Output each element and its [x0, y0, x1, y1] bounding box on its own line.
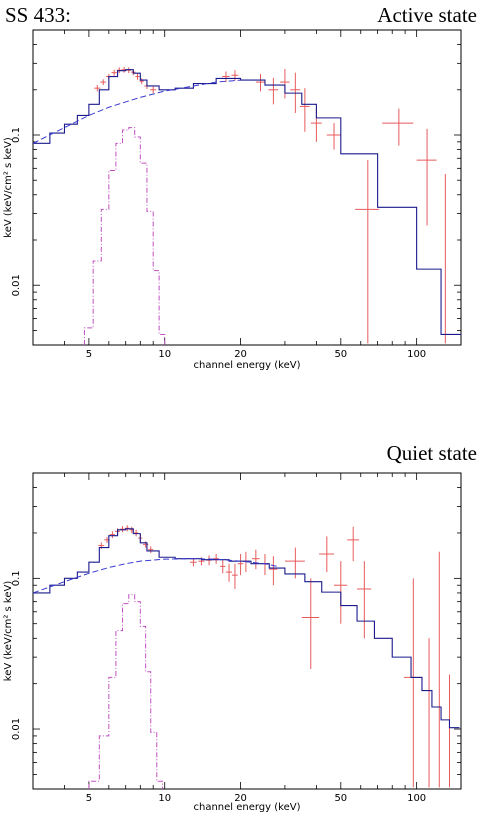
data-point [326, 123, 341, 150]
x-tick-label: 10 [158, 349, 171, 360]
data-point [94, 85, 101, 92]
data-point [133, 529, 139, 537]
data-point [111, 69, 117, 76]
y-axis-title: keV (keV/cm² s keV) [3, 581, 14, 682]
data-point [231, 70, 239, 81]
data-point [190, 558, 197, 567]
x-tick-label: 5 [86, 349, 92, 360]
quiet-state-panel: 5 10 20 50 100 0.01 0.1 channel energy (keV) keV… [3, 472, 462, 813]
data-point [357, 561, 372, 639]
data-point [255, 73, 265, 92]
x-tick-label: 50 [334, 793, 347, 804]
x-tick-label: 5 [86, 793, 92, 804]
data-point [299, 88, 310, 132]
data-point [403, 578, 422, 788]
data-point [232, 563, 238, 589]
data-point [213, 554, 219, 564]
data-point [135, 73, 140, 80]
model-step-curve [33, 69, 461, 336]
data-point [237, 554, 244, 576]
data-point [148, 546, 154, 554]
data-point [251, 549, 260, 570]
continuum-curve [32, 79, 241, 144]
data-point [220, 560, 226, 574]
data-point [206, 555, 212, 566]
data-point [301, 578, 320, 670]
line-component-curve [88, 594, 164, 789]
data-point [355, 160, 380, 344]
continuum-curve [32, 558, 278, 594]
y-tick-label: 0.1 [11, 127, 22, 143]
data-point [382, 108, 414, 146]
x-axis-title: channel energy (keV) [193, 360, 300, 371]
y-tick-label: 0.01 [11, 718, 22, 740]
x-tick-label: 20 [234, 793, 247, 804]
x-tick-label: 20 [234, 349, 247, 360]
plot-frame [32, 29, 462, 346]
data-point [268, 77, 279, 105]
data-point [284, 547, 305, 579]
data-point [280, 69, 290, 99]
y-tick-label: 0.01 [11, 274, 22, 296]
x-tick-label: 10 [158, 793, 171, 804]
panel-title-quiet: Quiet state [386, 441, 477, 465]
data-point [225, 563, 233, 582]
panel-title-active: Active state [377, 3, 477, 27]
data-point [416, 128, 437, 226]
source-label: SS 433: [5, 3, 71, 27]
y-tick-label: 0.1 [11, 570, 22, 586]
x-tick-label: 100 [407, 793, 426, 804]
plot-frame [32, 472, 462, 790]
data-point [347, 526, 359, 562]
x-axis-title: channel energy (keV) [193, 802, 300, 813]
active-state-panel: 5 10 20 50 100 0.01 0.1 channel energy (keV) keV… [3, 29, 462, 371]
data-point [109, 531, 116, 539]
line-component-curve [83, 127, 166, 345]
x-tick-label: 50 [334, 349, 347, 360]
y-axis-title: keV (keV/cm² s keV) [3, 137, 14, 238]
data-point [269, 556, 278, 586]
data-point [150, 86, 157, 94]
x-tick-label: 100 [407, 349, 426, 360]
data-point [319, 536, 335, 573]
data-point [139, 78, 144, 85]
data-point [222, 71, 230, 83]
data-point [100, 79, 107, 86]
